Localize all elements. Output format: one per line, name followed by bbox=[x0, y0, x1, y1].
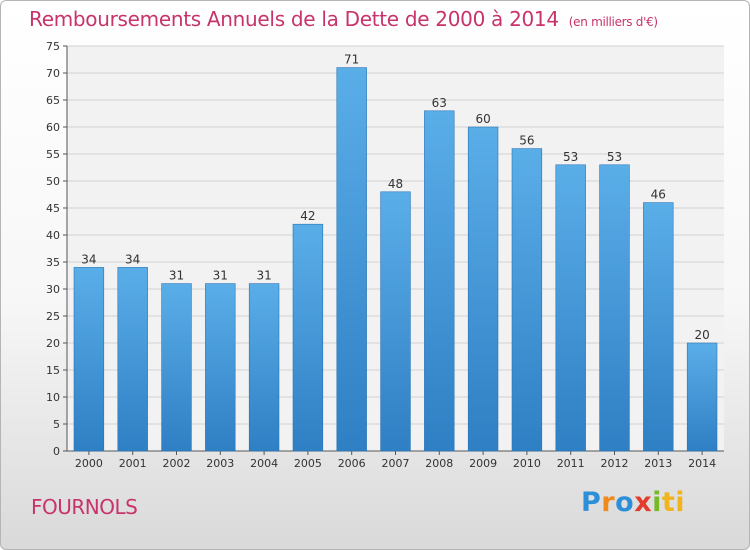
value-label-2013: 46 bbox=[651, 188, 666, 202]
y-tick-label: 45 bbox=[46, 202, 60, 215]
value-labels: 34 34 31 31 31 42 71 48 63 60 56 53 53 46 20 bbox=[81, 53, 709, 342]
y-tick-labels: 0 5 10 15 20 25 30 35 40 45 50 55 60 65 70 75 bbox=[46, 40, 60, 458]
x-tick-label-2008: 2008 bbox=[425, 457, 453, 470]
x-tick-label-2005: 2005 bbox=[294, 457, 322, 470]
x-tick-label-2012: 2012 bbox=[601, 457, 629, 470]
x-tick-label-2007: 2007 bbox=[382, 457, 410, 470]
value-label-2001: 34 bbox=[125, 252, 140, 266]
value-label-2004: 31 bbox=[256, 269, 271, 283]
y-tick-label: 30 bbox=[46, 283, 60, 296]
value-label-2006: 71 bbox=[344, 53, 359, 67]
x-tick-label-2006: 2006 bbox=[338, 457, 366, 470]
bar-2009 bbox=[467, 126, 499, 452]
bar-2006 bbox=[336, 67, 367, 452]
bar-2010 bbox=[511, 148, 543, 452]
y-tick-label: 70 bbox=[46, 67, 60, 80]
bar-2007 bbox=[380, 191, 411, 452]
value-label-2003: 31 bbox=[213, 269, 228, 283]
y-tick-label: 20 bbox=[46, 337, 60, 350]
x-tick-label-2014: 2014 bbox=[688, 457, 716, 470]
y-tick-label: 65 bbox=[46, 94, 60, 107]
y-tick-label: 25 bbox=[46, 310, 60, 323]
y-tick-label: 75 bbox=[46, 40, 60, 53]
bar-2004 bbox=[248, 283, 280, 452]
y-tick-label: 5 bbox=[53, 418, 60, 431]
bar-2013 bbox=[643, 202, 674, 452]
chart-title: Remboursements Annuels de la Dette de 20… bbox=[29, 7, 658, 31]
x-tick-label-2013: 2013 bbox=[644, 457, 672, 470]
value-label-2007: 48 bbox=[388, 177, 403, 191]
bar-2011 bbox=[555, 164, 586, 452]
value-label-2011: 53 bbox=[563, 150, 578, 164]
y-tick-label: 15 bbox=[46, 364, 60, 377]
value-label-2008: 63 bbox=[432, 96, 447, 110]
x-tick-labels: 2000 2001 2002 2003 2004 2005 2006 2007 2008 2009… bbox=[75, 457, 716, 470]
x-tick-label-2000: 2000 bbox=[75, 457, 103, 470]
y-tick-label: 35 bbox=[46, 256, 60, 269]
bar-2008 bbox=[424, 110, 455, 452]
bars bbox=[73, 67, 718, 452]
title-text: Remboursements Annuels de la Dette de 20… bbox=[29, 7, 559, 31]
y-tick-label: 0 bbox=[53, 445, 60, 458]
bar-2012 bbox=[599, 164, 630, 452]
x-tick-label-2004: 2004 bbox=[250, 457, 278, 470]
proxiti-logo[interactable]: Proxiti bbox=[581, 487, 686, 518]
value-label-2002: 31 bbox=[169, 269, 184, 283]
x-tick-label-2011: 2011 bbox=[557, 457, 585, 470]
y-tick-label: 10 bbox=[46, 391, 60, 404]
bar-2001 bbox=[117, 267, 148, 452]
bar-2002 bbox=[161, 283, 192, 452]
unit-label: (en milliers d'€) bbox=[568, 15, 658, 29]
value-label-2012: 53 bbox=[607, 150, 622, 164]
value-label-2005: 42 bbox=[300, 209, 315, 223]
bar-2003 bbox=[205, 283, 236, 452]
y-tick-label: 55 bbox=[46, 148, 60, 161]
x-tick-label-2010: 2010 bbox=[513, 457, 541, 470]
value-label-2010: 56 bbox=[519, 134, 534, 148]
value-label-2014: 20 bbox=[694, 328, 709, 342]
x-tick-label-2003: 2003 bbox=[206, 457, 234, 470]
bar-2005 bbox=[292, 223, 324, 452]
value-label-2009: 60 bbox=[475, 112, 490, 126]
y-tick-label: 60 bbox=[46, 121, 60, 134]
value-label-2000: 34 bbox=[81, 252, 96, 266]
bar-2014 bbox=[686, 342, 718, 452]
x-tick-label-2002: 2002 bbox=[163, 457, 191, 470]
x-tick-label-2009: 2009 bbox=[469, 457, 497, 470]
y-tick-label: 50 bbox=[46, 175, 60, 188]
y-tick-label: 40 bbox=[46, 229, 60, 242]
bar-2000 bbox=[73, 267, 105, 452]
x-tick-label-2001: 2001 bbox=[119, 457, 147, 470]
commune-name: FOURNOLS bbox=[31, 495, 138, 519]
